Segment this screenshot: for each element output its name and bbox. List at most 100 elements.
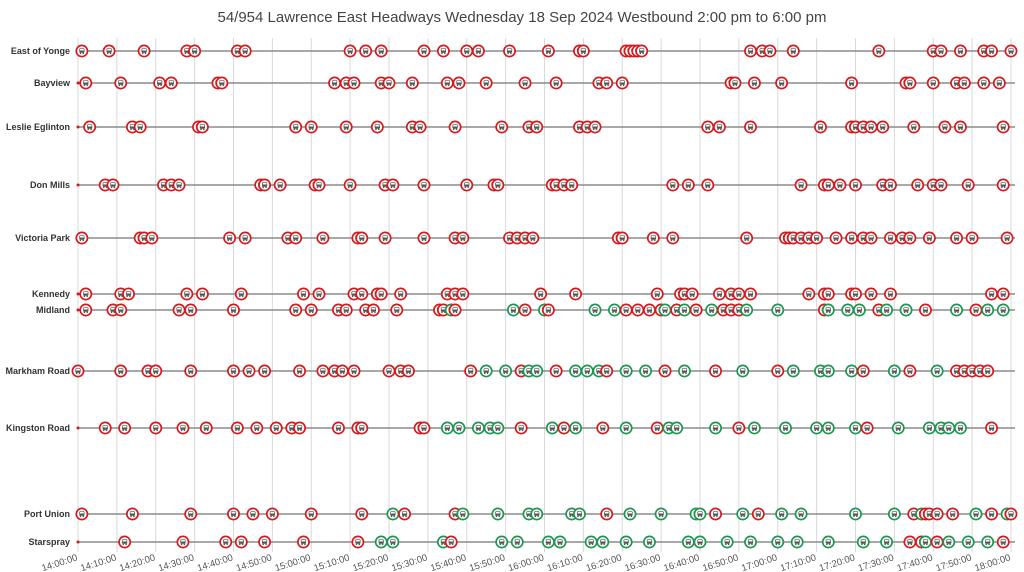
bus-marker: [841, 303, 855, 317]
bus-marker: [744, 44, 757, 58]
bus-marker: [786, 364, 800, 378]
bus-marker: [417, 44, 431, 58]
bus-marker: [600, 76, 614, 90]
bus-marker: [650, 287, 664, 301]
bus-marker: [934, 178, 948, 192]
bus-marker: [176, 535, 190, 549]
bus-marker: [359, 44, 373, 58]
bus-marker: [639, 364, 653, 378]
bus-marker: [436, 44, 450, 58]
bus-marker: [845, 364, 859, 378]
bus-marker: [685, 287, 699, 301]
bus-marker: [922, 421, 936, 435]
bus-marker: [864, 120, 878, 134]
bus-marker: [386, 178, 400, 192]
bus-marker: [950, 303, 964, 317]
bus-marker: [227, 507, 240, 521]
bus-marker: [903, 364, 917, 378]
stop-label: Starspray: [28, 537, 70, 547]
bus-marker: [631, 303, 645, 317]
bus-marker: [452, 76, 466, 90]
bus-marker: [289, 231, 303, 245]
stop-row: Kennedy: [32, 287, 1015, 301]
stop-origin-dot: [76, 426, 80, 430]
x-tick-label: 18:00:00: [973, 552, 1012, 572]
bus-marker: [518, 76, 532, 90]
bus-marker: [390, 303, 404, 317]
stop-label: East of Yonge: [11, 46, 70, 56]
bus-marker: [872, 44, 886, 58]
bus-marker: [744, 287, 757, 301]
bus-marker: [985, 287, 999, 301]
bus-marker: [106, 178, 120, 192]
bus-marker: [440, 76, 454, 90]
bus-marker: [223, 231, 237, 245]
bus-marker: [596, 421, 610, 435]
bus-marker: [643, 535, 656, 549]
x-tick-label: 15:50:00: [468, 552, 507, 572]
stop-label: Midland: [36, 305, 70, 315]
bus-marker: [518, 303, 532, 317]
x-tick-label: 16:10:00: [546, 552, 585, 572]
bus-marker: [852, 303, 866, 317]
bus-marker: [491, 421, 505, 435]
bus-marker: [747, 421, 761, 435]
bus-marker: [600, 507, 614, 521]
bus-marker: [530, 120, 544, 134]
bus-marker: [814, 120, 827, 134]
x-tick-label: 14:00:00: [40, 552, 79, 572]
bus-marker: [258, 364, 272, 378]
bus-marker: [965, 231, 979, 245]
bus-marker: [374, 287, 388, 301]
bus-marker: [219, 535, 233, 549]
bus-marker: [996, 178, 1010, 192]
bus-marker: [293, 364, 307, 378]
bus-marker: [650, 421, 664, 435]
bus-marker: [471, 421, 485, 435]
bus-marker: [907, 120, 921, 134]
bus-marker: [351, 535, 365, 549]
bus-marker: [876, 120, 890, 134]
bus-marker: [619, 364, 633, 378]
bus-marker: [448, 303, 462, 317]
bus-marker: [417, 178, 431, 192]
x-axis-ticks: 14:00:00 14:10:00 14:20:00 14:30:00 14:40:00…: [40, 552, 1012, 572]
bus-marker: [304, 303, 318, 317]
chart-title: 54/954 Lawrence East Headways Wednesday …: [217, 9, 826, 26]
bus-marker: [736, 364, 750, 378]
bus-marker: [744, 120, 757, 134]
bus-marker: [549, 76, 563, 90]
bus-marker: [666, 231, 680, 245]
bus-marker: [701, 178, 715, 192]
bus-marker: [413, 120, 427, 134]
bus-marker: [137, 44, 151, 58]
x-tick-label: 17:20:00: [818, 552, 857, 572]
bus-marker: [623, 507, 637, 521]
bus-marker: [1004, 44, 1018, 58]
bus-marker: [709, 364, 722, 378]
bus-marker: [343, 44, 357, 58]
bus-marker: [355, 231, 369, 245]
bus-marker: [903, 76, 917, 90]
bus-marker: [180, 287, 194, 301]
bus-marker: [884, 178, 897, 192]
bus-marker: [899, 303, 913, 317]
bus-marker: [977, 76, 991, 90]
bus-marker: [658, 303, 672, 317]
stop-origin-dot: [76, 125, 80, 129]
stop-row: Midland: [36, 303, 1015, 317]
stop-row: Port Union: [24, 507, 1018, 521]
bus-marker: [289, 120, 303, 134]
stop-row: Don Mills: [30, 178, 1015, 192]
bus-marker: [394, 287, 408, 301]
bus-marker: [172, 178, 186, 192]
bus-marker: [709, 421, 722, 435]
bus-marker: [553, 535, 567, 549]
bus-marker: [145, 231, 159, 245]
bus-marker: [289, 303, 303, 317]
bus-marker: [75, 231, 89, 245]
bus-marker: [444, 535, 458, 549]
bus-marker: [265, 507, 279, 521]
bus-marker: [996, 287, 1010, 301]
stop-rows: East of Yonge Bayview Leslie Eglinton Don M…: [5, 44, 1018, 549]
